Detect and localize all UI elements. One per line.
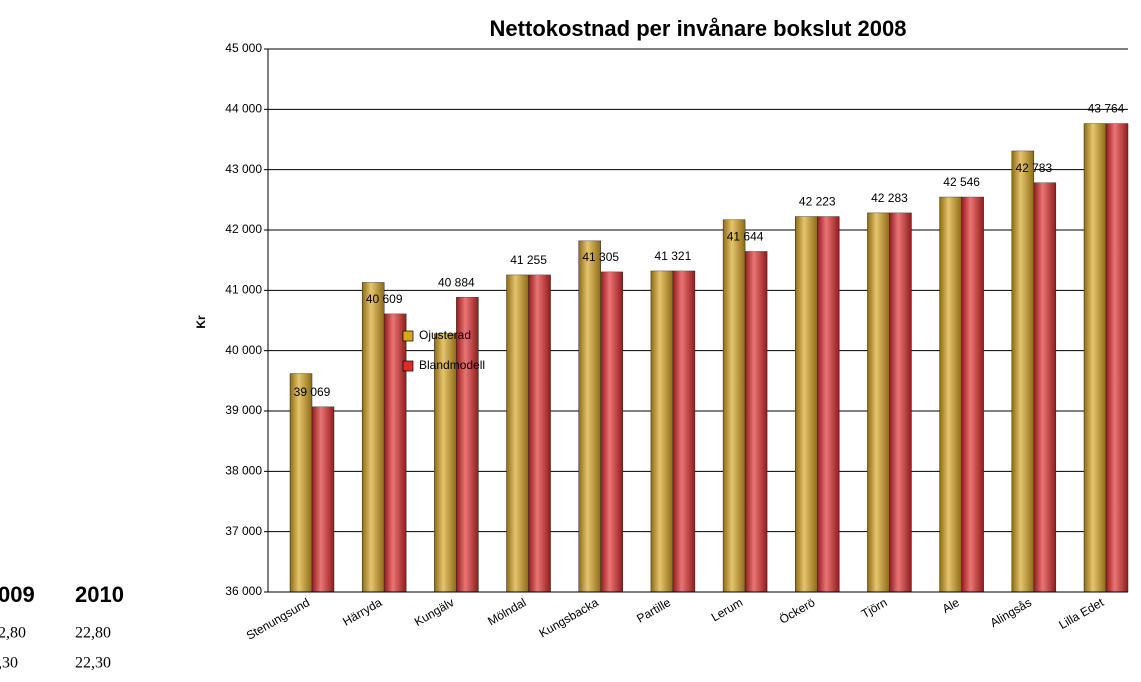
value-label: 41 255 bbox=[510, 253, 547, 267]
fragment-header: 009 bbox=[0, 582, 35, 607]
y-tick-label: 42 000 bbox=[225, 222, 262, 236]
y-tick-label: 37 000 bbox=[225, 524, 262, 538]
bar-shade bbox=[600, 271, 623, 592]
bar-shade bbox=[434, 333, 457, 592]
y-tick-label: 39 000 bbox=[225, 403, 262, 417]
value-label: 39 069 bbox=[294, 385, 331, 399]
legend-swatch bbox=[402, 330, 414, 342]
legend-label: Blandmodell bbox=[419, 358, 485, 372]
y-tick-label: 41 000 bbox=[225, 283, 262, 297]
fragment-header: 2010 bbox=[75, 582, 124, 607]
bar-shade bbox=[723, 219, 746, 592]
bar-shade bbox=[290, 373, 312, 592]
y-tick-label: 45 000 bbox=[225, 41, 262, 55]
bar-shade bbox=[889, 212, 912, 592]
value-label: 40 884 bbox=[438, 276, 475, 290]
x-tick-label: Lerum bbox=[709, 595, 745, 624]
bar-shade bbox=[961, 197, 984, 593]
bar-shade bbox=[817, 216, 840, 593]
value-label: 41 644 bbox=[727, 230, 764, 244]
value-label: 40 609 bbox=[366, 292, 403, 306]
x-tick-label: Lilla Edet bbox=[1056, 595, 1106, 632]
fragment-cell: 22,30 bbox=[75, 655, 111, 672]
x-tick-label: Partille bbox=[634, 595, 673, 626]
y-tick-label: 38 000 bbox=[225, 464, 262, 478]
x-tick-label: Kungsbacka bbox=[537, 595, 601, 640]
chart-title: Nettokostnad per invånare bokslut 2008 bbox=[490, 16, 907, 41]
bar-shade bbox=[362, 282, 385, 592]
bar-shade bbox=[312, 406, 334, 592]
x-tick-label: Öckerö bbox=[777, 595, 818, 627]
y-tick-label: 44 000 bbox=[225, 102, 262, 116]
value-label: 42 283 bbox=[871, 191, 908, 205]
bar-shade bbox=[506, 274, 529, 592]
y-tick-label: 43 000 bbox=[225, 162, 262, 176]
bar-shade bbox=[1011, 150, 1034, 593]
y-tick-label: 36 000 bbox=[225, 584, 262, 598]
fragment-cell: ,30 bbox=[0, 655, 18, 672]
bar-shade bbox=[1106, 123, 1128, 593]
bar-shade bbox=[672, 270, 695, 592]
x-tick-label: Alingsås bbox=[988, 595, 1034, 630]
bar-shade bbox=[578, 240, 601, 593]
fragment-cell: 22,80 bbox=[75, 625, 111, 642]
bar-shade bbox=[1084, 123, 1106, 593]
x-tick-label: Stenungsund bbox=[244, 595, 312, 642]
x-tick-label: Mölndal bbox=[485, 595, 528, 628]
value-label: 42 783 bbox=[1015, 161, 1052, 175]
bar-shade bbox=[795, 216, 818, 593]
fragment-cell: 2,80 bbox=[0, 625, 26, 642]
bar-shade bbox=[456, 297, 479, 592]
bar-shade bbox=[528, 274, 551, 592]
y-axis-label: Kr bbox=[194, 315, 208, 329]
x-tick-label: Kungälv bbox=[412, 595, 457, 629]
bar-shade bbox=[867, 212, 890, 592]
bar-shade bbox=[745, 251, 768, 592]
x-tick-label: Ale bbox=[940, 595, 962, 616]
y-tick-label: 40 000 bbox=[225, 343, 262, 357]
bar-shade bbox=[939, 197, 962, 593]
value-label: 42 223 bbox=[799, 195, 836, 209]
bar-shade bbox=[1033, 182, 1056, 592]
legend-swatch bbox=[402, 360, 414, 372]
bar-shade bbox=[650, 270, 673, 592]
legend-label: Ojusterad bbox=[419, 328, 471, 342]
value-label: 41 305 bbox=[582, 250, 619, 264]
value-label: 42 546 bbox=[943, 175, 980, 189]
x-tick-label: Tjörn bbox=[859, 595, 890, 621]
bar-shade bbox=[384, 313, 407, 592]
x-tick-label: Härryda bbox=[340, 595, 384, 629]
value-label: 41 321 bbox=[655, 249, 692, 263]
value-label: 43 764 bbox=[1088, 102, 1125, 116]
